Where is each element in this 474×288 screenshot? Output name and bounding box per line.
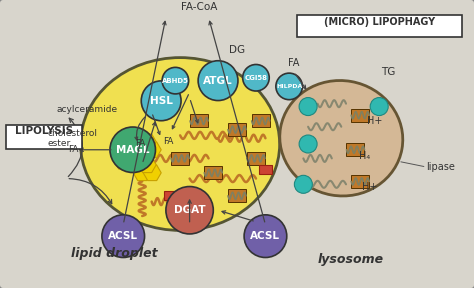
Text: ACSL: ACSL: [250, 231, 281, 241]
Bar: [228, 189, 246, 202]
Bar: [252, 114, 270, 128]
Polygon shape: [114, 154, 132, 169]
Bar: [351, 109, 369, 122]
Circle shape: [198, 61, 238, 101]
Text: FA: FA: [163, 137, 173, 146]
FancyBboxPatch shape: [297, 15, 462, 37]
Bar: [247, 152, 265, 165]
Circle shape: [102, 215, 145, 257]
Text: TG: TG: [382, 67, 396, 77]
Text: FA-CoA: FA-CoA: [181, 2, 217, 12]
Text: DGAT: DGAT: [174, 205, 205, 215]
Ellipse shape: [81, 58, 280, 230]
Circle shape: [162, 67, 189, 94]
Circle shape: [141, 81, 181, 121]
Circle shape: [276, 73, 302, 100]
Text: DG: DG: [229, 46, 245, 55]
Text: FA: FA: [288, 58, 300, 68]
Text: cholesterol
ester: cholesterol ester: [47, 128, 97, 148]
Polygon shape: [124, 154, 142, 169]
Circle shape: [294, 175, 312, 193]
Circle shape: [110, 127, 155, 173]
Text: FA: FA: [135, 139, 145, 149]
Text: lysosome: lysosome: [318, 253, 384, 266]
Text: ACSL: ACSL: [108, 231, 138, 241]
Polygon shape: [138, 134, 156, 149]
Text: (MICRO) LIPOPHAGY: (MICRO) LIPOPHAGY: [324, 17, 435, 26]
Text: HSL: HSL: [150, 96, 173, 106]
Text: H₄: H₄: [359, 151, 371, 160]
Text: CGI58: CGI58: [245, 75, 267, 81]
Bar: [190, 114, 208, 128]
Text: ABHD5: ABHD5: [162, 78, 189, 84]
Bar: [171, 152, 189, 165]
Polygon shape: [138, 157, 156, 173]
Circle shape: [299, 135, 317, 153]
Ellipse shape: [280, 81, 403, 196]
Polygon shape: [133, 165, 151, 181]
Text: H+: H+: [362, 182, 377, 192]
Bar: [259, 165, 272, 175]
Text: ATGL: ATGL: [203, 76, 233, 86]
Bar: [346, 143, 365, 156]
Text: lipid droplet: lipid droplet: [71, 247, 158, 260]
Bar: [164, 191, 177, 200]
Polygon shape: [143, 165, 161, 181]
Polygon shape: [143, 142, 161, 158]
Text: lipase: lipase: [427, 162, 456, 172]
Circle shape: [299, 98, 317, 115]
Polygon shape: [119, 145, 137, 161]
Text: LIPOLYSIS: LIPOLYSIS: [15, 126, 73, 136]
Text: MAGL: MAGL: [116, 145, 149, 155]
Text: FA: FA: [68, 145, 79, 154]
Text: HILPDA: HILPDA: [276, 84, 302, 89]
Bar: [204, 166, 222, 179]
Circle shape: [243, 65, 269, 91]
Text: H+: H+: [367, 116, 382, 126]
Polygon shape: [133, 142, 151, 158]
Bar: [228, 123, 246, 136]
Text: acylceramide: acylceramide: [57, 105, 118, 114]
Circle shape: [370, 98, 388, 115]
Circle shape: [244, 215, 287, 257]
Bar: [190, 201, 208, 214]
Circle shape: [166, 187, 213, 234]
Bar: [351, 175, 369, 188]
FancyBboxPatch shape: [6, 125, 82, 149]
